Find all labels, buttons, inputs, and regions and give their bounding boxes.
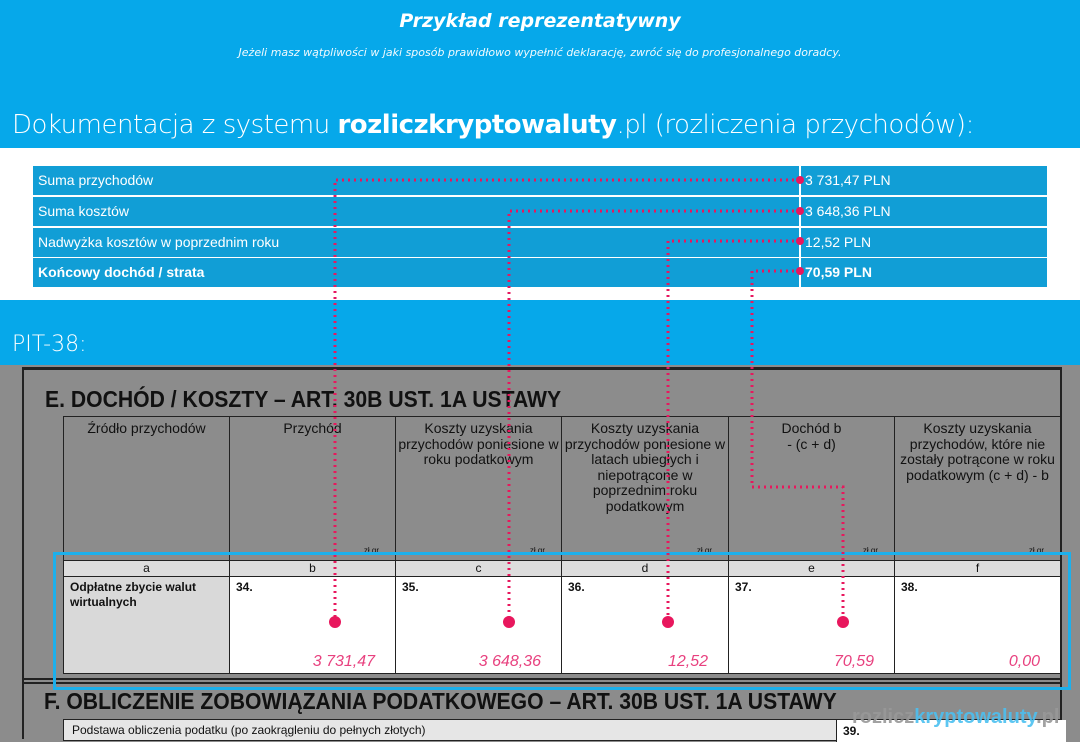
- watermark-logo: rozliczkryptowaluty.pl: [852, 706, 1060, 728]
- summary-row-total: Końcowy dochód / strata 70,59 PLN: [33, 258, 1047, 287]
- column-f: Koszty uzyskania przychodów, które nie z…: [894, 416, 1061, 674]
- connector-costs: [507, 209, 800, 622]
- connector-income: [333, 178, 800, 622]
- dot: [796, 176, 804, 184]
- dot: [796, 237, 804, 245]
- field-34[interactable]: 34. 3 731,47: [230, 577, 395, 673]
- top-banner: Przykład reprezentatywny Jeżeli masz wąt…: [0, 0, 1080, 148]
- column-source: Źródło przychodów a Odpłatne zbycie walu…: [63, 416, 230, 674]
- column-e: Dochód b - (c + d) zł gr e 37. 70,59: [728, 416, 895, 674]
- banner-subtitle: Jeżeli masz wątpliwości w jaki sposób pr…: [238, 46, 842, 59]
- dot: [503, 616, 515, 628]
- summary-row: Suma przychodów 3 731,47 PLN: [33, 166, 1047, 195]
- column-b: Przychód zł gr b 34. 3 731,47: [229, 416, 396, 674]
- dot: [329, 616, 341, 628]
- dot: [837, 616, 849, 628]
- connector-result: [750, 269, 845, 622]
- section-f-title: F. OBLICZENIE ZOBOWIĄZANIA PODATKOWEGO –…: [44, 688, 837, 714]
- field-37[interactable]: 37. 70,59: [729, 577, 894, 673]
- field-38[interactable]: 38. 0,00: [895, 577, 1060, 673]
- connector-prev-costs: [666, 239, 800, 622]
- field-36[interactable]: 36. 12,52: [562, 577, 728, 673]
- field-35[interactable]: 35. 3 648,36: [396, 577, 561, 673]
- divider: [22, 678, 1062, 684]
- banner-title: Przykład reprezentatywny: [399, 10, 681, 32]
- highlight-frame: [53, 552, 1071, 690]
- pit-band: PIT-38:: [0, 300, 1080, 365]
- dot: [796, 267, 804, 275]
- column-c: Koszty uzyskania przychodów poniesione w…: [395, 416, 562, 674]
- pit-label: PIT-38:: [12, 332, 87, 357]
- section-e-title: E. DOCHÓD / KOSZTY – ART. 30B UST. 1A US…: [45, 386, 562, 412]
- dot: [796, 207, 804, 215]
- dot: [662, 616, 674, 628]
- summary-panel: Suma przychodów 3 731,47 PLN Suma kosztów…: [0, 148, 1080, 300]
- documentation-heading: Dokumentacja z systemu rozliczkryptowalu…: [12, 110, 974, 140]
- summary-row: Nadwyżka kosztów w poprzednim roku 12,52 …: [33, 228, 1047, 257]
- column-d: Koszty uzyskania przychodów poniesione w…: [561, 416, 729, 674]
